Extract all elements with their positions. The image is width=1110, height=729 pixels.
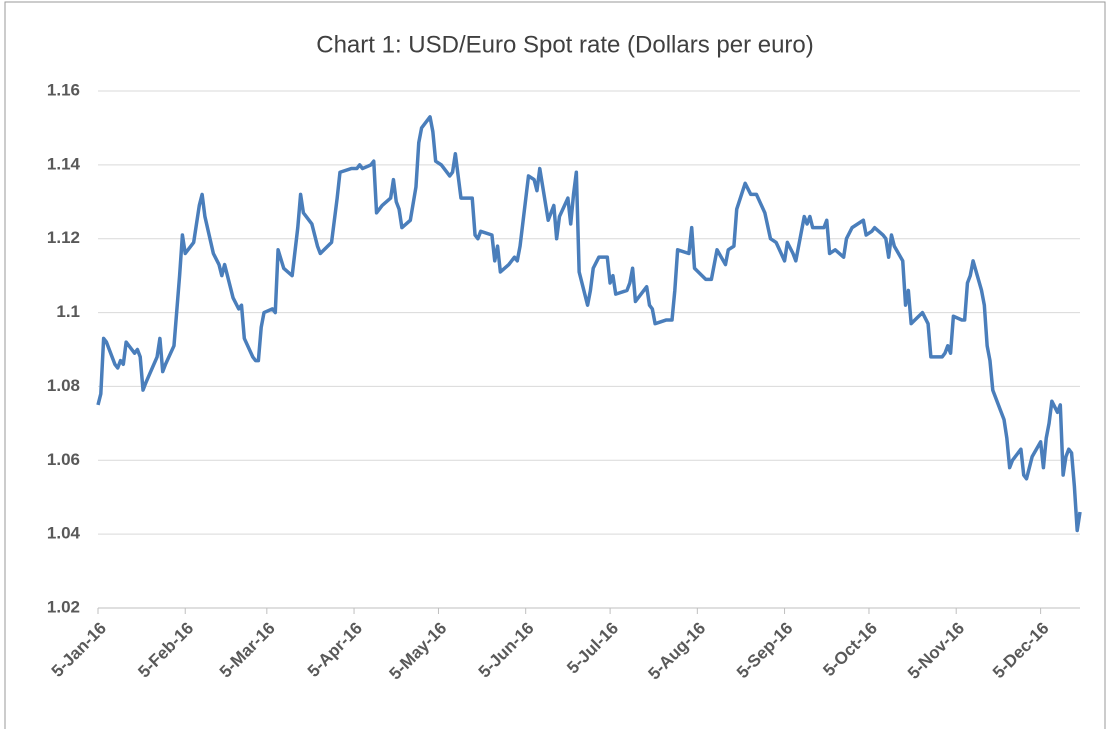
y-tick-label: 1.14	[47, 154, 81, 173]
x-tick-label: 5-Apr-16	[304, 619, 366, 681]
x-tick-label: 5-Jan-16	[48, 619, 110, 681]
chart-title: Chart 1: USD/Euro Spot rate (Dollars per…	[316, 31, 814, 58]
y-tick-label: 1.06	[47, 450, 80, 469]
x-tick-label: 5-Dec-16	[989, 619, 1053, 683]
y-tick-label: 1.16	[47, 80, 80, 99]
x-tick-label: 5-Feb-16	[134, 619, 197, 682]
x-tick-label: 5-May-16	[386, 619, 451, 684]
x-tick-label: 5-Jun-16	[475, 619, 538, 682]
y-tick-label: 1.12	[47, 228, 80, 247]
x-tick-label: 5-Aug-16	[644, 619, 709, 684]
x-tick-label: 5-Sep-16	[733, 619, 797, 683]
y-tick-label: 1.02	[47, 597, 80, 616]
series-line	[96, 115, 1082, 533]
y-tick-label: 1.04	[47, 524, 81, 543]
x-tick-label: 5-Oct-16	[819, 619, 881, 681]
y-tick-label: 1.1	[56, 302, 80, 321]
y-tick-label: 1.08	[47, 376, 80, 395]
x-tick-label: 5-Mar-16	[216, 619, 279, 682]
chart-border	[4, 1, 1106, 729]
x-tick-label: 5-Jul-16	[563, 619, 622, 678]
x-tick-label: 5-Nov-16	[904, 619, 968, 683]
